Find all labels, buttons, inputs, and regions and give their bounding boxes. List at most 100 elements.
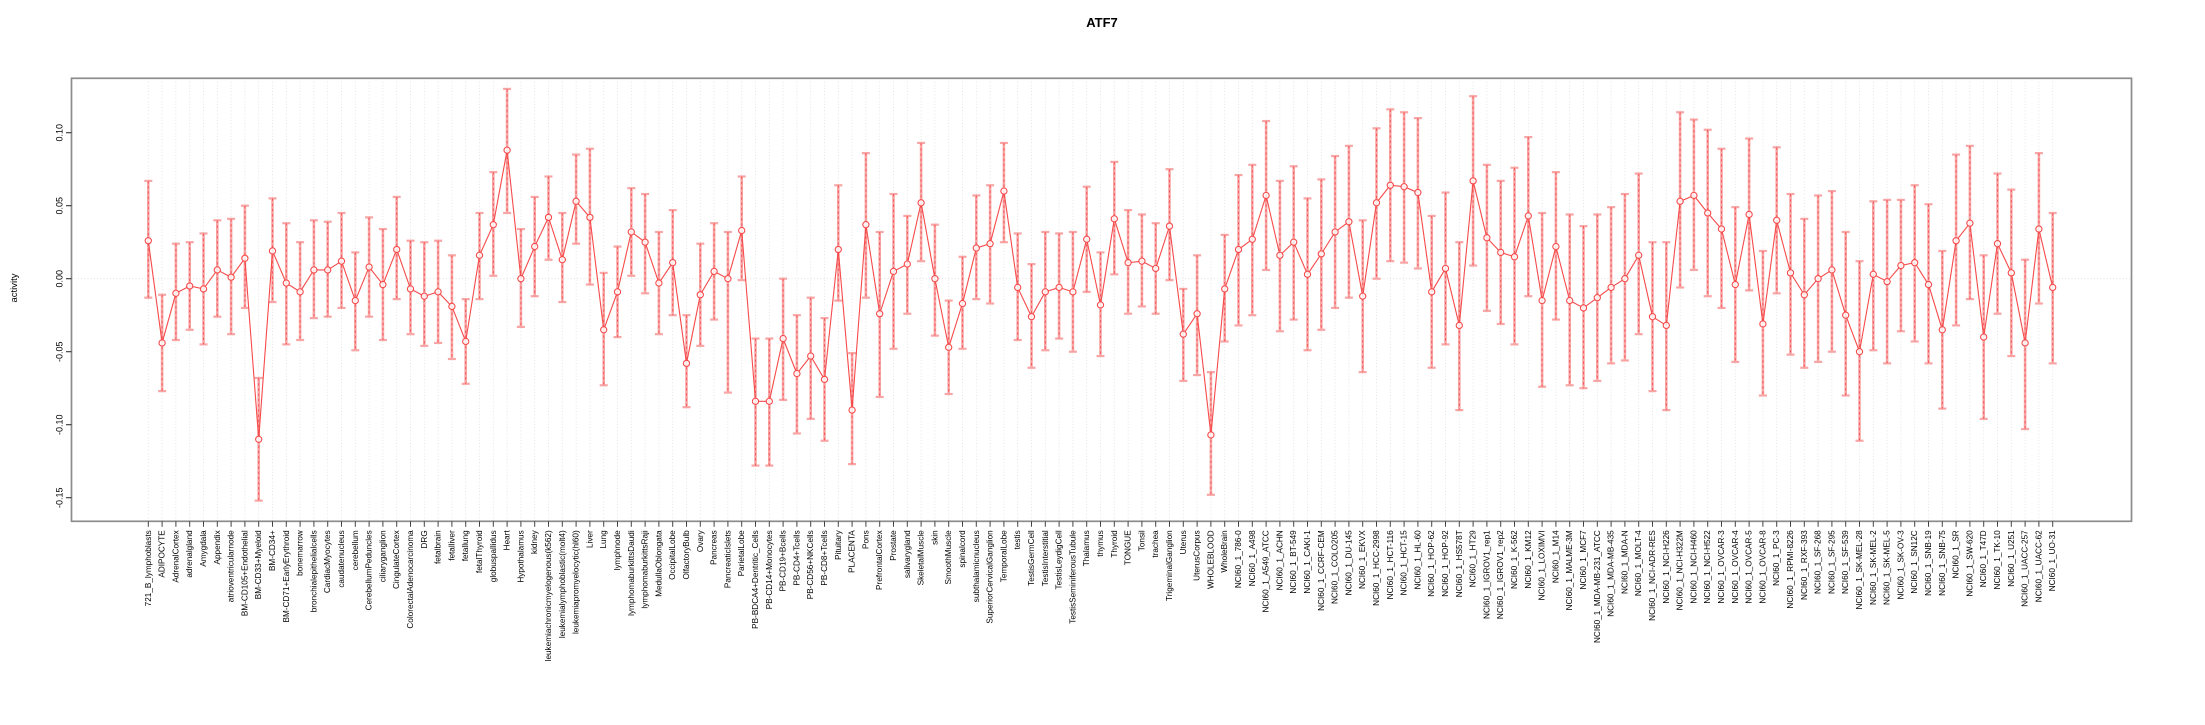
x-tick-label: lymphomaburkittsDaudi [627, 530, 636, 616]
x-tick-label: kidney [530, 529, 539, 554]
x-tick-label: BM-CD105+Endothelial [240, 530, 249, 616]
x-tick-label: PB-CD19+Bcells [779, 530, 788, 591]
x-tick-label: 721_B_lymphoblasts [144, 530, 153, 606]
data-point [268, 247, 277, 255]
x-tick-label: leukemiapromyelocytic(hl60) [572, 530, 581, 634]
data-point [379, 280, 387, 289]
data-point [1579, 304, 1588, 312]
x-tick-label: NCI60_1_A549_ATCC [1262, 530, 1271, 612]
x-tick-label: atrioventricularnode [227, 530, 236, 602]
data-point [1952, 237, 1960, 245]
x-tick-label: NCI60_1_NCI-H522 [1703, 530, 1712, 604]
x-tick-label: BM-CD34+ [268, 530, 277, 571]
data-point [1993, 240, 2002, 248]
data-point [420, 292, 428, 300]
x-tick-label: Ovary [696, 529, 705, 552]
x-tick-label: NCI60_1_SW-620 [1965, 530, 1974, 597]
x-tick-label: OlfactoryBulb [682, 530, 691, 580]
data-point [1441, 264, 1450, 273]
x-tick-label: NCI60_1_ACHN [1275, 530, 1284, 590]
x-tick-label: NCI60_1_M14 [1551, 530, 1560, 583]
x-tick-label: lymphomaburkittsRaji [641, 530, 650, 608]
x-tick-label: caudatenucleus [337, 530, 346, 587]
x-tick-label: Pituitary [834, 529, 843, 559]
data-point [241, 254, 249, 262]
x-tick-label: PrefrontalCortex [875, 530, 884, 590]
data-point [489, 221, 497, 229]
x-tick-label: WholeBrain [1220, 530, 1229, 573]
data-point [669, 258, 677, 267]
x-tick-label: NCI60_1_HOP-92 [1441, 530, 1450, 597]
data-point [1372, 199, 1381, 207]
data-point [876, 310, 884, 318]
data-point [1593, 294, 1601, 302]
data-point [1662, 321, 1670, 330]
data-point [1524, 212, 1532, 220]
x-tick-label: NCI60_1_HL-60 [1413, 530, 1422, 590]
x-tick-label: PB-CD56+NKCells [806, 530, 815, 599]
data-point [1110, 215, 1118, 223]
x-tick-label: Uterus [1179, 530, 1188, 554]
data-point [2035, 225, 2043, 233]
data-point [1704, 209, 1712, 217]
x-tick-label: NCI60_1_DU-145 [1344, 530, 1353, 596]
data-point [1800, 291, 1808, 299]
data-point [1676, 197, 1684, 205]
data-point [1276, 251, 1284, 259]
data-point [986, 240, 994, 248]
x-tick-label: subthalamicnucleus [972, 530, 981, 602]
data-point [1345, 218, 1353, 226]
x-tick-label: Hypothalamus [516, 530, 525, 582]
plot-box [70, 77, 2133, 523]
y-axis: 0.10 0.05 0.00 -0.05 -0.10 -0.15 [55, 124, 72, 508]
x-tick-label: NCI60_1_SK-OV-3 [1896, 530, 1905, 600]
data-point [1000, 187, 1008, 195]
data-point [1469, 177, 1477, 185]
x-tick-label: PB-CD8+Tcells [820, 530, 829, 585]
x-tick-label: TestisInterstitial [1041, 530, 1050, 586]
y-tick-label: -0.10 [55, 414, 65, 435]
data-point [1828, 266, 1836, 274]
data-point [931, 275, 939, 283]
x-tick-label: NCI60_1_HCT-116 [1386, 530, 1395, 599]
data-point [310, 266, 318, 274]
data-point [820, 375, 829, 384]
x-tick-label: TestisSeminiferousTubule [1068, 530, 1077, 624]
x-tick-label: NCI60_1_CCRF-CEM [1317, 530, 1326, 611]
data-point [2007, 269, 2015, 277]
data-point [1290, 238, 1298, 246]
data-point [144, 237, 152, 245]
data-point [1027, 313, 1036, 321]
x-tick-label: SuperiorCervicalGanglion [986, 530, 995, 624]
data-point [1690, 191, 1698, 200]
x-tick-label: SmoothMuscle [944, 530, 953, 585]
x-tick-label: NCI60_1_NCI-ADR-RES [1648, 530, 1657, 621]
x-tick-label: NCI60_1_CAKI-1 [1303, 530, 1312, 594]
data-point [945, 343, 953, 351]
x-tick-label: Appendix [213, 530, 222, 564]
x-tick-label: Liver [585, 530, 594, 548]
y-tick-label: 0.05 [55, 197, 65, 215]
x-tick-label: TestisLeydigCell [1055, 530, 1064, 589]
data-point [1041, 288, 1049, 296]
x-tick-label: Heart [503, 530, 512, 551]
x-tick-label: CardiacMyocytes [323, 530, 332, 593]
data-point [1869, 270, 1877, 278]
x-tick-label: NCI60_1_OVCAR-4 [1731, 530, 1740, 604]
x-tick-label: NCI60_1_NCI-H322M [1676, 530, 1685, 610]
data-point [1773, 216, 1781, 224]
x-tick-label: PLACENTA [848, 530, 857, 573]
x-tick-label: bonemarrow [296, 530, 305, 576]
x-tick-label: NCI60_1_HT29 [1469, 530, 1478, 587]
data-point [1221, 285, 1229, 293]
x-tick-label: UterusCorpus [1193, 530, 1202, 581]
data-point [255, 435, 263, 443]
x-tick-label: NCI60_1_K-562 [1510, 530, 1519, 589]
data-point [641, 238, 649, 246]
data-point [1207, 431, 1215, 439]
y-tick-label: 0.00 [55, 270, 65, 288]
x-tick-label: PB-CD4+Tcells [792, 530, 801, 585]
data-point [572, 197, 580, 205]
